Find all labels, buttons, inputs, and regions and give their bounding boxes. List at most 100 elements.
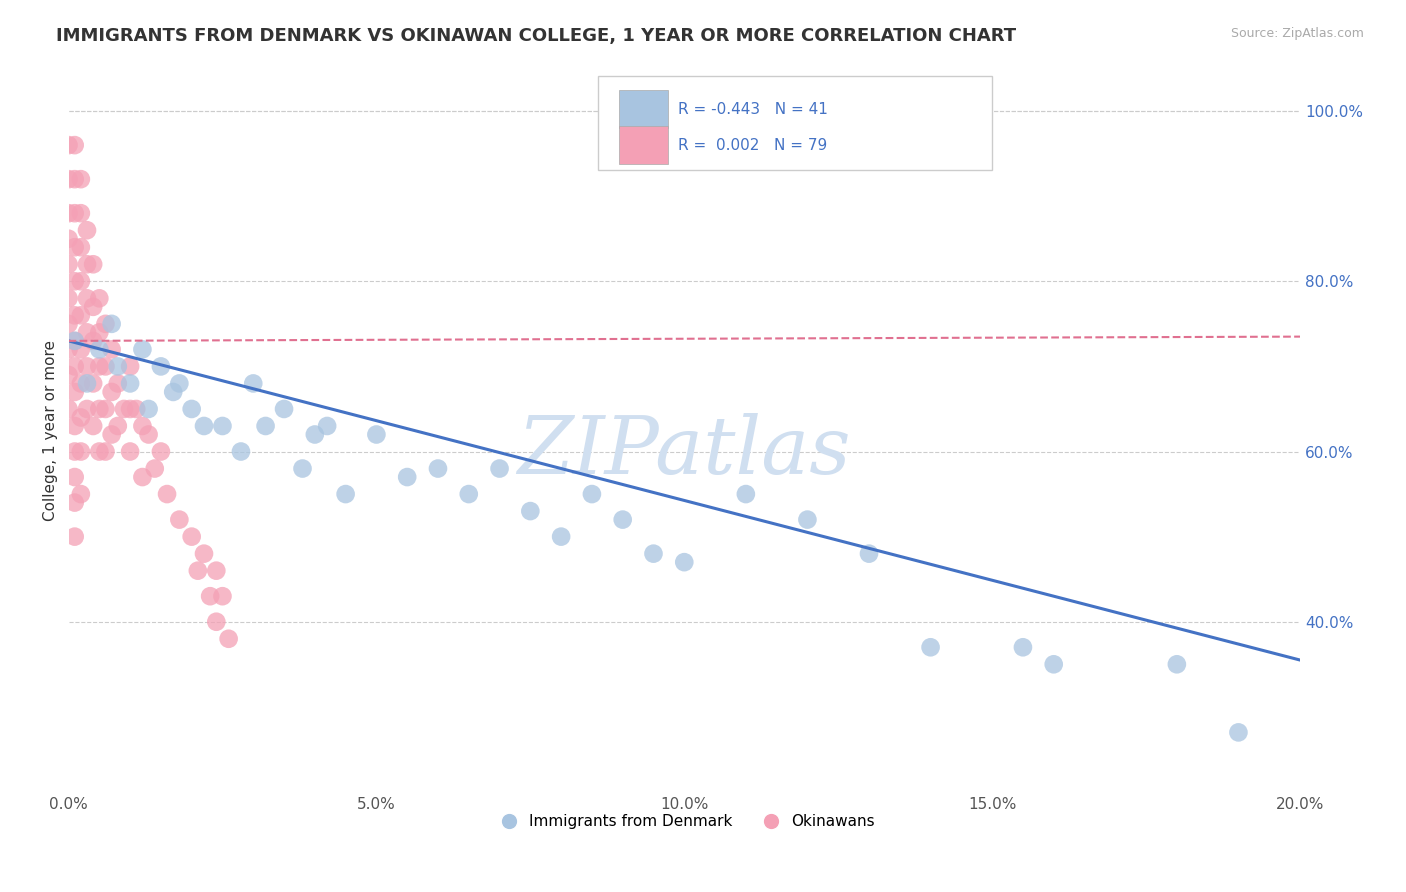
- Point: [76, 376, 98, 391]
- Point: [89, 359, 111, 374]
- Point: [291, 461, 314, 475]
- Point: [120, 444, 142, 458]
- Point: [120, 401, 142, 416]
- Point: [89, 343, 111, 357]
- Point: [70, 444, 93, 458]
- Point: [366, 427, 388, 442]
- Point: [76, 257, 98, 271]
- Point: [70, 410, 93, 425]
- Point: [198, 589, 221, 603]
- Point: [76, 401, 98, 416]
- Point: [63, 419, 86, 434]
- Point: [58, 206, 80, 220]
- Point: [396, 470, 419, 484]
- Point: [63, 334, 86, 348]
- Point: [58, 368, 80, 382]
- Point: [70, 274, 93, 288]
- Point: [63, 138, 86, 153]
- Point: [1227, 725, 1250, 739]
- Point: [131, 470, 153, 484]
- Point: [70, 172, 93, 186]
- Point: [76, 326, 98, 340]
- Point: [94, 359, 117, 374]
- Point: [169, 513, 191, 527]
- Point: [149, 359, 172, 374]
- Point: [58, 232, 80, 246]
- Point: [138, 427, 160, 442]
- Point: [63, 206, 86, 220]
- Point: [643, 547, 665, 561]
- Point: [70, 206, 93, 220]
- Point: [82, 257, 104, 271]
- Text: ZIPatlas: ZIPatlas: [517, 413, 851, 491]
- Point: [70, 309, 93, 323]
- Point: [63, 334, 86, 348]
- Point: [94, 444, 117, 458]
- Point: [193, 547, 215, 561]
- Point: [143, 461, 166, 475]
- Point: [273, 401, 295, 416]
- Point: [316, 419, 339, 434]
- Point: [76, 359, 98, 374]
- FancyBboxPatch shape: [598, 76, 993, 169]
- Point: [427, 461, 450, 475]
- Point: [156, 487, 179, 501]
- Point: [100, 317, 122, 331]
- Point: [63, 530, 86, 544]
- Point: [107, 419, 129, 434]
- Point: [58, 317, 80, 331]
- Point: [82, 419, 104, 434]
- Point: [63, 384, 86, 399]
- FancyBboxPatch shape: [619, 127, 668, 164]
- Point: [94, 401, 117, 416]
- Point: [58, 291, 80, 305]
- Point: [612, 513, 634, 527]
- Text: R = -0.443   N = 41: R = -0.443 N = 41: [678, 102, 828, 117]
- Point: [100, 343, 122, 357]
- Point: [125, 401, 148, 416]
- Point: [63, 309, 86, 323]
- Point: [488, 461, 510, 475]
- Point: [107, 359, 129, 374]
- Point: [82, 376, 104, 391]
- Point: [1012, 640, 1035, 655]
- Point: [1166, 657, 1188, 672]
- Point: [100, 427, 122, 442]
- Point: [100, 384, 122, 399]
- Point: [149, 444, 172, 458]
- Point: [70, 343, 93, 357]
- Point: [94, 317, 117, 331]
- Point: [89, 326, 111, 340]
- Point: [131, 343, 153, 357]
- Point: [242, 376, 264, 391]
- Point: [796, 513, 818, 527]
- Point: [457, 487, 479, 501]
- Point: [112, 401, 135, 416]
- Point: [335, 487, 357, 501]
- Point: [673, 555, 696, 569]
- Point: [63, 444, 86, 458]
- Point: [120, 376, 142, 391]
- Point: [858, 547, 880, 561]
- Point: [734, 487, 756, 501]
- Point: [131, 419, 153, 434]
- Point: [70, 240, 93, 254]
- Text: R =  0.002   N = 79: R = 0.002 N = 79: [678, 137, 827, 153]
- Point: [138, 401, 160, 416]
- Point: [107, 376, 129, 391]
- Point: [254, 419, 277, 434]
- Point: [581, 487, 603, 501]
- Y-axis label: College, 1 year or more: College, 1 year or more: [44, 340, 58, 521]
- Point: [229, 444, 252, 458]
- Point: [63, 495, 86, 509]
- Point: [169, 376, 191, 391]
- Point: [63, 274, 86, 288]
- FancyBboxPatch shape: [619, 90, 668, 128]
- Point: [120, 359, 142, 374]
- Point: [82, 334, 104, 348]
- Point: [58, 343, 80, 357]
- Point: [550, 530, 572, 544]
- Point: [211, 589, 233, 603]
- Point: [89, 444, 111, 458]
- Point: [58, 172, 80, 186]
